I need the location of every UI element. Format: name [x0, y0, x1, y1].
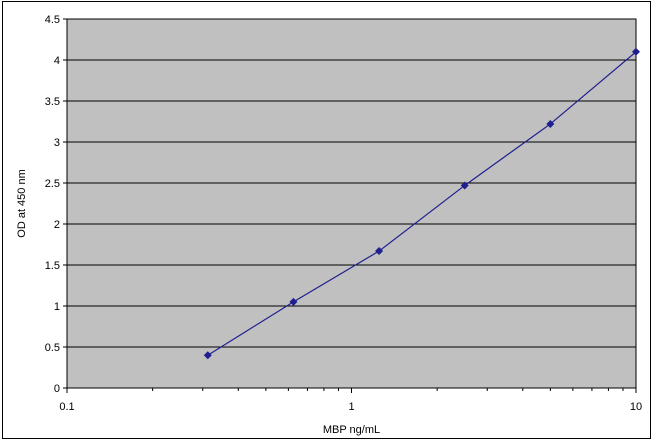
y-axis-title: OD at 450 nm — [16, 169, 28, 237]
plot-area — [66, 18, 637, 389]
axes — [63, 18, 637, 393]
y-tick-label: 1.5 — [45, 260, 60, 272]
data-point — [632, 47, 640, 56]
y-tick-label: 4.5 — [45, 14, 60, 26]
y-tick-label: 2.5 — [45, 178, 60, 190]
series-points-group — [203, 47, 640, 360]
x-tick-label: 10 — [630, 401, 642, 413]
y-tick-label: 3.5 — [45, 96, 60, 108]
series-line — [207, 51, 637, 356]
y-tick-labels: 0 0.5 1 1.5 2 2.5 3 3.5 4 4.5 — [45, 14, 60, 395]
data-point — [460, 181, 469, 190]
y-tick-label: 0.5 — [45, 342, 60, 354]
y-tick-label: 2 — [54, 219, 60, 231]
y-tick-label: 3 — [54, 137, 60, 149]
x-tick-label: 0.1 — [59, 401, 74, 413]
data-point — [203, 351, 212, 360]
gridlines — [67, 18, 636, 348]
x-tick-label: 1 — [348, 401, 354, 413]
x-tick-labels: 0.1 1 10 — [59, 401, 642, 413]
y-tick-label: 4 — [54, 55, 60, 67]
data-point — [546, 119, 555, 128]
y-tick-label: 0 — [54, 383, 60, 395]
x-axis-title: MBP ng/mL — [323, 424, 380, 436]
data-point — [375, 247, 384, 256]
data-point — [289, 297, 298, 306]
series-line-group — [207, 51, 637, 356]
y-tick-label: 1 — [54, 301, 60, 313]
